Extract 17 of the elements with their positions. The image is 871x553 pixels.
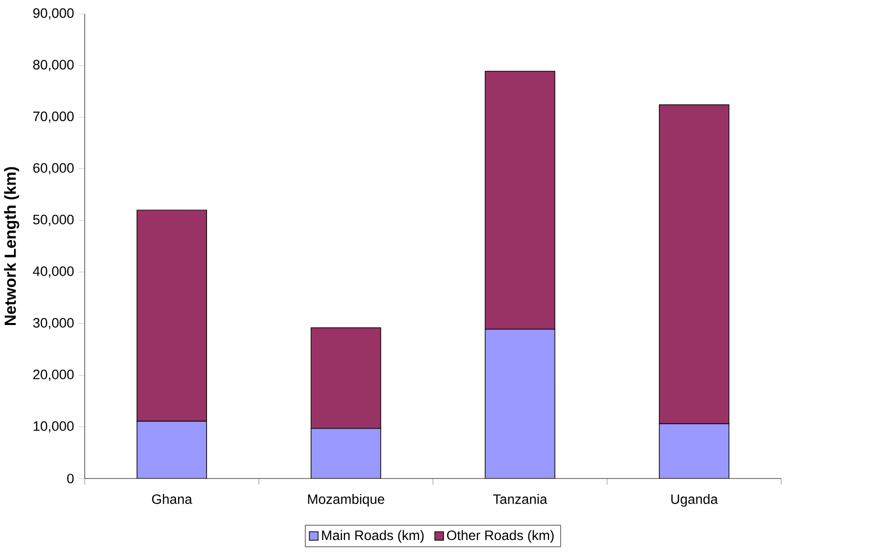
y-tick-label: 70,000 — [33, 112, 74, 123]
y-axis-title: Network Length (km) — [4, 167, 20, 326]
x-tick-label: Ghana — [152, 494, 192, 504]
y-tick-label: 30,000 — [33, 318, 74, 330]
y-tick-label: 90,000 — [33, 8, 74, 20]
y-tick-label: 80,000 — [33, 60, 74, 72]
y-tick-label: 20,000 — [33, 370, 74, 382]
x-tick-label: Tanzania — [493, 494, 548, 504]
legend-label: Main Roads (km) — [322, 530, 424, 543]
y-tick-label: 40,000 — [32, 266, 74, 278]
y-tick-label: 10,000 — [34, 421, 74, 433]
y-tick-label: 0 — [67, 474, 74, 484]
x-tick-label: Mozambique — [308, 494, 384, 507]
x-tick-label: Uganda — [671, 494, 718, 507]
legend-label: Other Roads (km) — [447, 530, 554, 543]
y-tick-label: 50,000 — [33, 214, 74, 226]
y-tick-label: 60,000 — [33, 163, 74, 175]
